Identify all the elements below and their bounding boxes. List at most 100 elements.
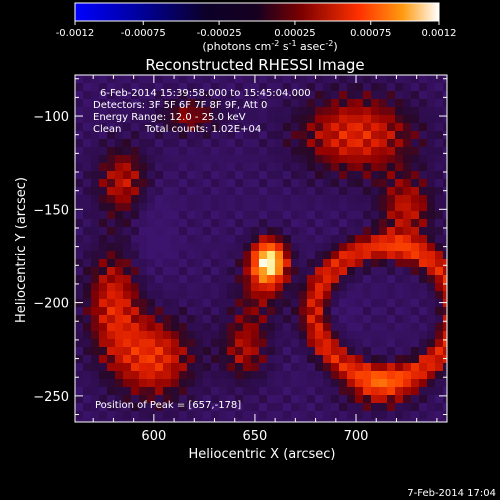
heatmap-pixel	[387, 379, 395, 387]
heatmap-pixel	[99, 83, 107, 91]
heatmap-pixel	[387, 259, 395, 267]
heatmap-pixel	[219, 363, 227, 371]
heatmap-pixel	[347, 307, 355, 315]
heatmap-pixel	[427, 139, 435, 147]
heatmap-pixel	[347, 371, 355, 379]
heatmap-pixel	[211, 163, 219, 171]
heatmap-pixel	[147, 267, 155, 275]
heatmap-pixel	[107, 395, 115, 403]
heatmap-pixel	[291, 139, 299, 147]
heatmap-pixel	[267, 211, 275, 219]
heatmap-pixel	[443, 315, 447, 323]
heatmap-pixel	[123, 83, 131, 91]
heatmap-pixel	[163, 115, 171, 123]
heatmap-pixel	[171, 315, 179, 323]
heatmap-pixel	[243, 315, 251, 323]
heatmap-pixel	[147, 291, 155, 299]
heatmap-pixel	[155, 147, 163, 155]
heatmap-pixel	[211, 267, 219, 275]
heatmap-pixel	[427, 419, 435, 422]
heatmap-pixel	[235, 131, 243, 139]
heatmap-pixel	[203, 83, 211, 91]
heatmap-pixel	[307, 211, 315, 219]
heatmap-pixel	[139, 91, 147, 99]
heatmap-pixel	[395, 227, 403, 235]
heatmap-pixel	[163, 387, 171, 395]
heatmap-pixel	[363, 227, 371, 235]
heatmap-pixel	[419, 115, 427, 123]
heatmap-pixel	[363, 83, 371, 91]
heatmap-pixel	[243, 187, 251, 195]
heatmap-pixel	[419, 147, 427, 155]
heatmap-pixel	[211, 411, 219, 419]
heatmap-pixel	[115, 147, 123, 155]
heatmap-pixel	[427, 355, 435, 363]
heatmap-pixel	[235, 83, 243, 91]
heatmap-pixel	[419, 291, 427, 299]
heatmap-pixel	[83, 355, 91, 363]
heatmap-pixel	[323, 83, 331, 91]
heatmap-pixel	[99, 411, 107, 419]
heatmap-pixel	[411, 283, 419, 291]
heatmap-pixel	[99, 371, 107, 379]
heatmap-pixel	[83, 83, 91, 91]
heatmap-pixel	[291, 363, 299, 371]
heatmap-pixel	[187, 123, 195, 131]
heatmap-pixel	[251, 235, 259, 243]
heatmap-pixel	[83, 275, 91, 283]
heatmap-pixel	[371, 395, 379, 403]
heatmap-pixel	[211, 363, 219, 371]
heatmap-pixel	[155, 203, 163, 211]
heatmap-pixel	[251, 155, 259, 163]
heatmap-pixel	[75, 91, 83, 99]
heatmap-pixel	[427, 219, 435, 227]
heatmap-pixel	[259, 203, 267, 211]
heatmap-pixel	[195, 75, 203, 83]
heatmap-pixel	[323, 363, 331, 371]
heatmap-pixel	[387, 419, 395, 422]
heatmap-pixel	[147, 371, 155, 379]
heatmap-pixel	[99, 171, 107, 179]
heatmap-pixel	[403, 147, 411, 155]
heatmap-pixel	[243, 219, 251, 227]
heatmap-pixel	[419, 267, 427, 275]
heatmap-pixel	[235, 75, 243, 83]
heatmap-pixel	[323, 379, 331, 387]
heatmap-pixel	[315, 331, 323, 339]
heatmap-pixel	[275, 219, 283, 227]
heatmap-pixel	[331, 323, 339, 331]
heatmap-pixel	[435, 307, 443, 315]
heatmap-pixel	[443, 139, 447, 147]
heatmap-pixel	[307, 155, 315, 163]
heatmap-pixel	[251, 259, 259, 267]
heatmap-pixel	[371, 347, 379, 355]
heatmap-pixel	[227, 291, 235, 299]
heatmap-pixel	[179, 419, 187, 422]
heatmap-pixel	[395, 131, 403, 139]
heatmap-pixel	[179, 203, 187, 211]
heatmap-pixel	[75, 331, 83, 339]
heatmap-pixel	[155, 291, 163, 299]
heatmap-pixel	[275, 395, 283, 403]
heatmap-pixel	[443, 363, 447, 371]
heatmap-pixel	[195, 299, 203, 307]
heatmap-pixel	[339, 259, 347, 267]
heatmap-pixel	[371, 275, 379, 283]
heatmap-pixel	[251, 251, 259, 259]
heatmap-pixel	[275, 163, 283, 171]
heatmap-pixel	[243, 331, 251, 339]
heatmap-pixel	[411, 323, 419, 331]
heatmap-pixel	[371, 187, 379, 195]
heatmap-pixel	[99, 99, 107, 107]
heatmap-pixel	[251, 99, 259, 107]
heatmap-pixel	[331, 139, 339, 147]
heatmap-pixel	[91, 315, 99, 323]
heatmap-pixel	[307, 403, 315, 411]
heatmap-pixel	[363, 139, 371, 147]
heatmap-pixel	[315, 91, 323, 99]
heatmap-pixel	[315, 115, 323, 123]
heatmap-pixel	[75, 307, 83, 315]
heatmap-pixel	[147, 211, 155, 219]
heatmap-pixel	[107, 219, 115, 227]
heatmap-pixel	[291, 259, 299, 267]
